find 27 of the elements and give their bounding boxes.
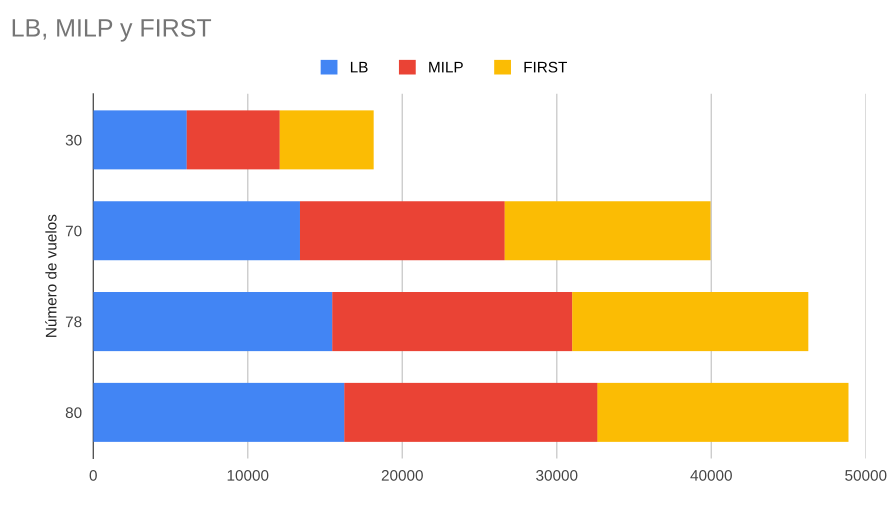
y-tick-label: 30 <box>66 134 82 146</box>
x-tick-label: 50000 <box>845 470 886 481</box>
bar <box>93 201 300 260</box>
bar <box>572 292 808 352</box>
bar <box>597 382 848 442</box>
x-tick-label: 30000 <box>536 470 578 481</box>
bar <box>93 110 187 170</box>
bar <box>280 110 374 170</box>
bar <box>93 382 344 442</box>
legend-label: LB <box>350 62 368 72</box>
chart-title: LB, MILP y FIRST <box>12 19 212 42</box>
bar <box>300 201 505 260</box>
legend-label: FIRST <box>524 62 567 73</box>
y-tick-label: 80 <box>66 407 82 418</box>
x-tick-label: 10000 <box>228 470 268 481</box>
legend-label: MILP <box>429 62 463 72</box>
y-axis-title: Número de vuelos <box>45 214 57 337</box>
bar <box>504 201 711 260</box>
x-tick-label: 20000 <box>382 470 423 481</box>
x-tick-label: 0 <box>90 470 97 481</box>
y-tick-label: 78 <box>66 316 82 328</box>
bar <box>344 382 598 442</box>
y-tick-label: 70 <box>66 226 82 236</box>
bar <box>332 292 572 352</box>
bar <box>93 292 332 352</box>
bar <box>186 110 280 170</box>
x-tick-label: 40000 <box>690 470 732 481</box>
